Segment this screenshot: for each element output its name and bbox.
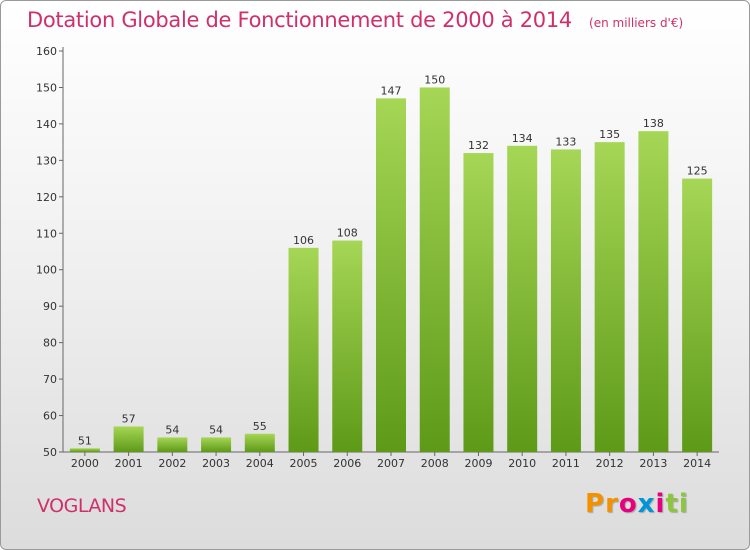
value-label-2000: 51 xyxy=(78,434,92,447)
bar-2010 xyxy=(507,145,538,453)
commune-name: VOGLANS xyxy=(37,495,127,517)
bar-2008 xyxy=(419,87,450,453)
value-label-2008: 150 xyxy=(424,73,445,86)
value-label-2006: 108 xyxy=(337,227,358,240)
x-tick-label-2014: 2014 xyxy=(683,457,711,470)
y-tick-label: 90 xyxy=(43,300,57,313)
bar-2012 xyxy=(594,142,625,453)
bar-2001 xyxy=(113,426,144,452)
value-label-2010: 134 xyxy=(512,132,533,145)
bar-2009 xyxy=(463,153,494,452)
y-tick-label: 120 xyxy=(36,191,57,204)
x-tick-label-2003: 2003 xyxy=(202,457,230,470)
proxiti-logo: Proxiti xyxy=(585,489,689,519)
value-label-2001: 57 xyxy=(122,412,136,425)
bar-2013 xyxy=(638,131,669,452)
value-label-2007: 147 xyxy=(381,84,402,97)
y-tick-label: 110 xyxy=(36,227,57,240)
title-block: Dotation Globale de Fonctionnement de 20… xyxy=(27,8,683,32)
x-tick-label-2013: 2013 xyxy=(639,457,667,470)
chart-title: Dotation Globale de Fonctionnement de 20… xyxy=(27,8,572,32)
x-tick-label-2007: 2007 xyxy=(377,457,405,470)
y-tick-label: 60 xyxy=(43,410,57,423)
x-tick-label-2000: 2000 xyxy=(71,457,99,470)
x-tick-label-2009: 2009 xyxy=(464,457,492,470)
y-tick-label: 130 xyxy=(36,154,57,167)
bar-2014 xyxy=(682,178,713,452)
y-tick-label: 80 xyxy=(43,337,57,350)
x-tick-label-2006: 2006 xyxy=(333,457,361,470)
bar-2011 xyxy=(550,149,581,452)
x-tick-label-2005: 2005 xyxy=(290,457,318,470)
bar-2005 xyxy=(288,247,319,452)
y-tick-label: 140 xyxy=(36,118,57,131)
x-tick-label-2008: 2008 xyxy=(421,457,449,470)
x-tick-label-2002: 2002 xyxy=(158,457,186,470)
value-label-2005: 106 xyxy=(293,234,314,247)
value-label-2004: 55 xyxy=(253,420,267,433)
x-tick-label-2004: 2004 xyxy=(246,457,274,470)
value-label-2003: 54 xyxy=(209,423,223,436)
bar-2002 xyxy=(157,437,188,452)
value-label-2011: 133 xyxy=(555,135,576,148)
y-tick-label: 50 xyxy=(43,446,57,459)
value-label-2002: 54 xyxy=(165,423,179,436)
bar-2000 xyxy=(69,448,100,452)
y-tick-label: 160 xyxy=(36,45,57,58)
value-label-2014: 125 xyxy=(687,165,708,178)
bar-2006 xyxy=(332,240,363,452)
value-label-2009: 132 xyxy=(468,139,489,152)
bar-2007 xyxy=(376,98,406,453)
y-tick-label: 70 xyxy=(43,373,57,386)
x-tick-label-2012: 2012 xyxy=(596,457,624,470)
x-tick-label-2001: 2001 xyxy=(115,457,143,470)
x-tick-label-2011: 2011 xyxy=(552,457,580,470)
value-label-2013: 138 xyxy=(643,117,664,130)
bar-2004 xyxy=(244,433,275,452)
y-tick-label: 150 xyxy=(36,81,57,94)
value-label-2012: 135 xyxy=(599,128,620,141)
chart-subtitle: (en milliers d'€) xyxy=(589,16,684,30)
bar-2003 xyxy=(201,437,232,452)
y-tick-label: 100 xyxy=(36,264,57,277)
x-tick-label-2010: 2010 xyxy=(508,457,536,470)
